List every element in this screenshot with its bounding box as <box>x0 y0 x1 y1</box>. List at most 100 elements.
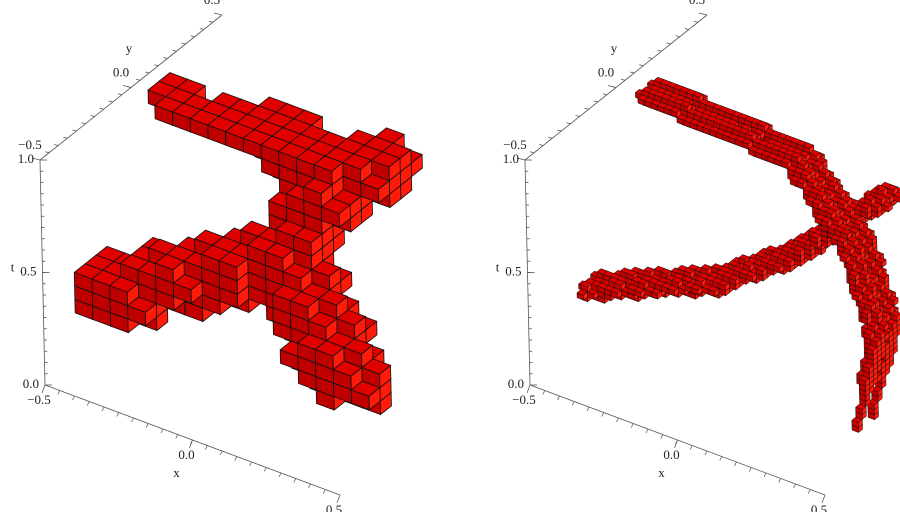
x-tick-label: −0.5 <box>512 392 536 407</box>
x-tick-label: 0.0 <box>663 447 679 462</box>
plot-panel: −0.50.00.5−0.50.00.50.00.51.0xyt <box>11 0 423 512</box>
minor-tick <box>720 457 722 461</box>
minor-tick <box>235 457 237 461</box>
minor-tick <box>587 407 589 411</box>
minor-tick <box>82 123 86 124</box>
minor-tick <box>132 418 134 422</box>
minor-tick <box>576 116 580 117</box>
minor-tick <box>54 145 58 146</box>
minor-tick <box>163 58 167 59</box>
y-tick-label: 0.0 <box>113 64 129 79</box>
minor-tick <box>558 396 560 400</box>
minor-tick <box>676 36 680 37</box>
minor-tick <box>658 50 662 51</box>
minor-tick <box>794 484 796 488</box>
minor-tick <box>667 43 671 44</box>
minor-tick <box>118 94 122 95</box>
minor-tick <box>323 490 325 494</box>
y-tick <box>214 13 222 15</box>
t-tick-label: 0.5 <box>20 263 36 278</box>
minor-tick <box>102 407 104 411</box>
minor-tick <box>264 468 266 472</box>
y-tick-label: 0.5 <box>689 0 705 7</box>
plot-panel: −0.50.00.5−0.50.00.50.00.51.0xyt <box>496 0 900 512</box>
minor-tick <box>145 72 149 73</box>
y-axis-title: y <box>611 40 618 55</box>
minor-tick <box>749 468 751 472</box>
minor-tick <box>63 137 67 138</box>
minor-tick <box>73 396 75 400</box>
minor-tick <box>685 29 689 30</box>
minor-tick <box>279 473 281 477</box>
y-tick-label: 0.5 <box>204 0 220 7</box>
minor-tick <box>543 391 545 395</box>
minor-tick <box>173 50 177 51</box>
minor-tick <box>182 43 186 44</box>
minor-tick <box>621 79 625 80</box>
minor-tick <box>220 451 222 455</box>
minor-tick <box>764 473 766 477</box>
minor-tick <box>72 130 76 131</box>
x-tick-label: 0.5 <box>811 502 827 512</box>
y-axis-title: y <box>126 40 133 55</box>
minor-tick <box>309 484 311 488</box>
minor-tick <box>690 446 692 450</box>
minor-tick <box>661 435 663 439</box>
minor-tick <box>735 462 737 466</box>
minor-tick <box>205 446 207 450</box>
minor-tick <box>91 116 95 117</box>
x-tick-label: 0.0 <box>178 447 194 462</box>
minor-tick <box>646 429 648 433</box>
minor-tick <box>154 65 158 66</box>
minor-tick <box>87 402 89 406</box>
minor-tick <box>594 101 598 102</box>
minor-tick <box>191 36 195 37</box>
t-axis-title: t <box>496 259 500 274</box>
minor-tick <box>567 123 571 124</box>
minor-tick <box>200 29 204 30</box>
minor-tick <box>100 108 104 109</box>
x-axis-title: x <box>173 465 180 480</box>
minor-tick <box>603 94 607 95</box>
y-tick <box>608 86 616 88</box>
minor-tick <box>161 429 163 433</box>
t-tick-label: 1.0 <box>503 151 519 166</box>
minor-tick <box>294 479 296 483</box>
minor-tick <box>117 413 119 417</box>
y-tick <box>123 86 131 88</box>
minor-tick <box>209 21 213 22</box>
x-tick-label: −0.5 <box>27 392 51 407</box>
minor-tick <box>548 137 552 138</box>
y-tick-label: −0.5 <box>503 137 527 152</box>
minor-tick <box>630 72 634 73</box>
minor-tick <box>45 152 49 153</box>
minor-tick <box>146 424 148 428</box>
minor-tick <box>639 65 643 66</box>
minor-tick <box>617 418 619 422</box>
minor-tick <box>602 413 604 417</box>
minor-tick <box>808 490 810 494</box>
minor-tick <box>572 402 574 406</box>
minor-tick <box>250 462 252 466</box>
minor-tick <box>539 145 543 146</box>
minor-tick <box>631 424 633 428</box>
minor-tick <box>109 101 113 102</box>
minor-tick <box>585 108 589 109</box>
voxels <box>577 77 900 432</box>
minor-tick <box>648 58 652 59</box>
figure: −0.50.00.5−0.50.00.50.00.51.0xyt−0.50.00… <box>0 0 900 512</box>
minor-tick <box>557 130 561 131</box>
minor-tick <box>136 79 140 80</box>
minor-tick <box>58 391 60 395</box>
t-tick-label: 0.5 <box>505 263 521 278</box>
minor-tick <box>694 21 698 22</box>
page: {"chart_data": [ {"type": "voxel3d", "xl… <box>0 0 900 512</box>
y-tick <box>699 13 707 15</box>
x-tick-label: 0.5 <box>326 502 342 512</box>
t-axis-title: t <box>11 259 15 274</box>
minor-tick <box>779 479 781 483</box>
x-axis-title: x <box>658 465 665 480</box>
y-tick-label: −0.5 <box>18 137 42 152</box>
minor-tick <box>705 451 707 455</box>
minor-tick <box>176 435 178 439</box>
